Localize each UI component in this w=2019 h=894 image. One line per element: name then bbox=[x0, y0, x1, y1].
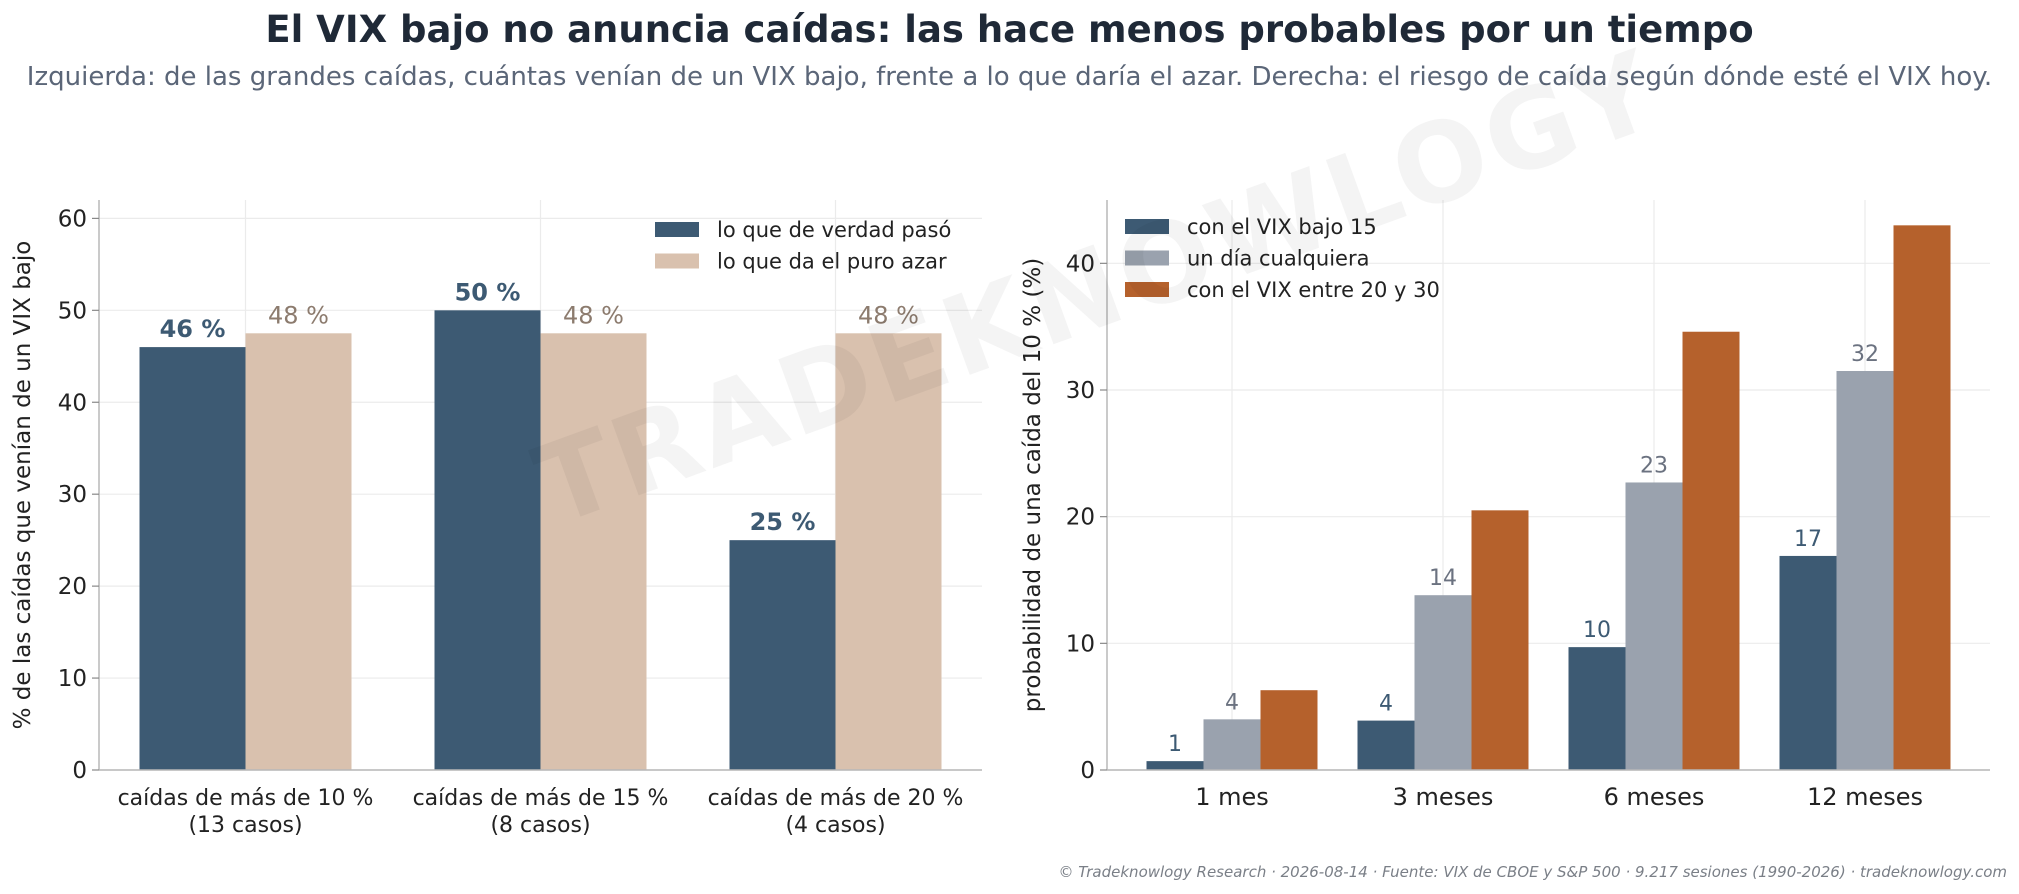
x-tick-label: caídas de más de 20 % bbox=[708, 786, 964, 811]
bar bbox=[1893, 225, 1951, 771]
bar bbox=[729, 540, 836, 770]
bar bbox=[1779, 555, 1837, 770]
y-tick-label: 0 bbox=[72, 758, 87, 784]
y-tick-label: 10 bbox=[1066, 631, 1095, 657]
data-label: 14 bbox=[1429, 566, 1457, 591]
y-tick-label: 20 bbox=[58, 574, 87, 600]
legend-label: lo que de verdad pasó bbox=[717, 218, 951, 242]
x-tick-label: (8 casos) bbox=[490, 813, 590, 838]
y-tick-label: 60 bbox=[58, 206, 87, 232]
bar bbox=[1260, 690, 1318, 770]
bar bbox=[139, 347, 246, 770]
data-label: 25 % bbox=[750, 508, 816, 536]
y-tick-label: 30 bbox=[1066, 378, 1095, 404]
y-tick-label: 0 bbox=[1080, 758, 1095, 784]
legend-label: con el VIX bajo 15 bbox=[1187, 215, 1377, 239]
data-label: 48 % bbox=[563, 301, 624, 329]
x-tick-label: 3 meses bbox=[1393, 783, 1494, 811]
bar bbox=[1568, 647, 1626, 770]
y-axis-label: probabilidad de una caída del 10 % (%) bbox=[1020, 258, 1046, 712]
data-label: 48 % bbox=[858, 301, 919, 329]
bar bbox=[434, 310, 541, 770]
bar bbox=[1682, 331, 1740, 770]
data-label: 32 bbox=[1851, 342, 1879, 367]
bar bbox=[835, 333, 942, 770]
x-tick-label: 6 meses bbox=[1604, 783, 1705, 811]
bar bbox=[1836, 371, 1894, 770]
x-tick-label: 1 mes bbox=[1195, 783, 1269, 811]
data-label: 46 % bbox=[160, 315, 226, 343]
y-tick-label: 30 bbox=[58, 482, 87, 508]
data-label: 10 bbox=[1583, 618, 1611, 643]
x-tick-label: caídas de más de 10 % bbox=[118, 786, 374, 811]
y-tick-label: 40 bbox=[58, 390, 87, 416]
legend-swatch bbox=[1125, 282, 1169, 297]
data-label: 17 bbox=[1794, 527, 1822, 552]
legend-swatch bbox=[655, 222, 699, 237]
footer-credits: © Tradeknowlogy Research · 2026-08-14 · … bbox=[1058, 863, 2008, 881]
legend-swatch bbox=[1125, 250, 1169, 266]
legend-label: un día cualquiera bbox=[1187, 247, 1369, 271]
bar bbox=[1146, 761, 1204, 770]
bar bbox=[1414, 595, 1472, 770]
legend-label: con el VIX entre 20 y 30 bbox=[1187, 278, 1440, 302]
x-tick-label: caídas de más de 15 % bbox=[413, 786, 669, 811]
bar bbox=[1471, 510, 1529, 770]
x-tick-label: (13 casos) bbox=[188, 813, 302, 838]
legend-swatch bbox=[655, 253, 699, 269]
chart-subtitle: Izquierda: de las grandes caídas, cuánta… bbox=[26, 62, 1993, 92]
y-tick-label: 10 bbox=[58, 666, 87, 692]
x-tick-label: (4 casos) bbox=[785, 813, 885, 838]
bar bbox=[1357, 720, 1415, 770]
bar bbox=[245, 333, 352, 770]
chart-title: El VIX bajo no anuncia caídas: las hace … bbox=[265, 8, 1754, 51]
bar bbox=[1625, 482, 1683, 770]
bar bbox=[1203, 719, 1261, 770]
legend-label: lo que da el puro azar bbox=[717, 250, 947, 274]
bar bbox=[540, 333, 647, 770]
y-tick-label: 40 bbox=[1066, 251, 1095, 277]
y-axis-label: % de las caídas que venían de un VIX baj… bbox=[10, 241, 36, 730]
y-tick-label: 20 bbox=[1066, 505, 1095, 531]
data-label: 4 bbox=[1225, 690, 1239, 715]
data-label: 23 bbox=[1640, 453, 1668, 478]
legend-swatch bbox=[1125, 219, 1169, 234]
x-tick-label: 12 meses bbox=[1807, 783, 1923, 811]
data-label: 4 bbox=[1379, 692, 1393, 717]
y-tick-label: 50 bbox=[58, 298, 87, 324]
data-label: 48 % bbox=[268, 301, 329, 329]
data-label: 1 bbox=[1168, 732, 1182, 757]
data-label: 50 % bbox=[455, 278, 521, 306]
